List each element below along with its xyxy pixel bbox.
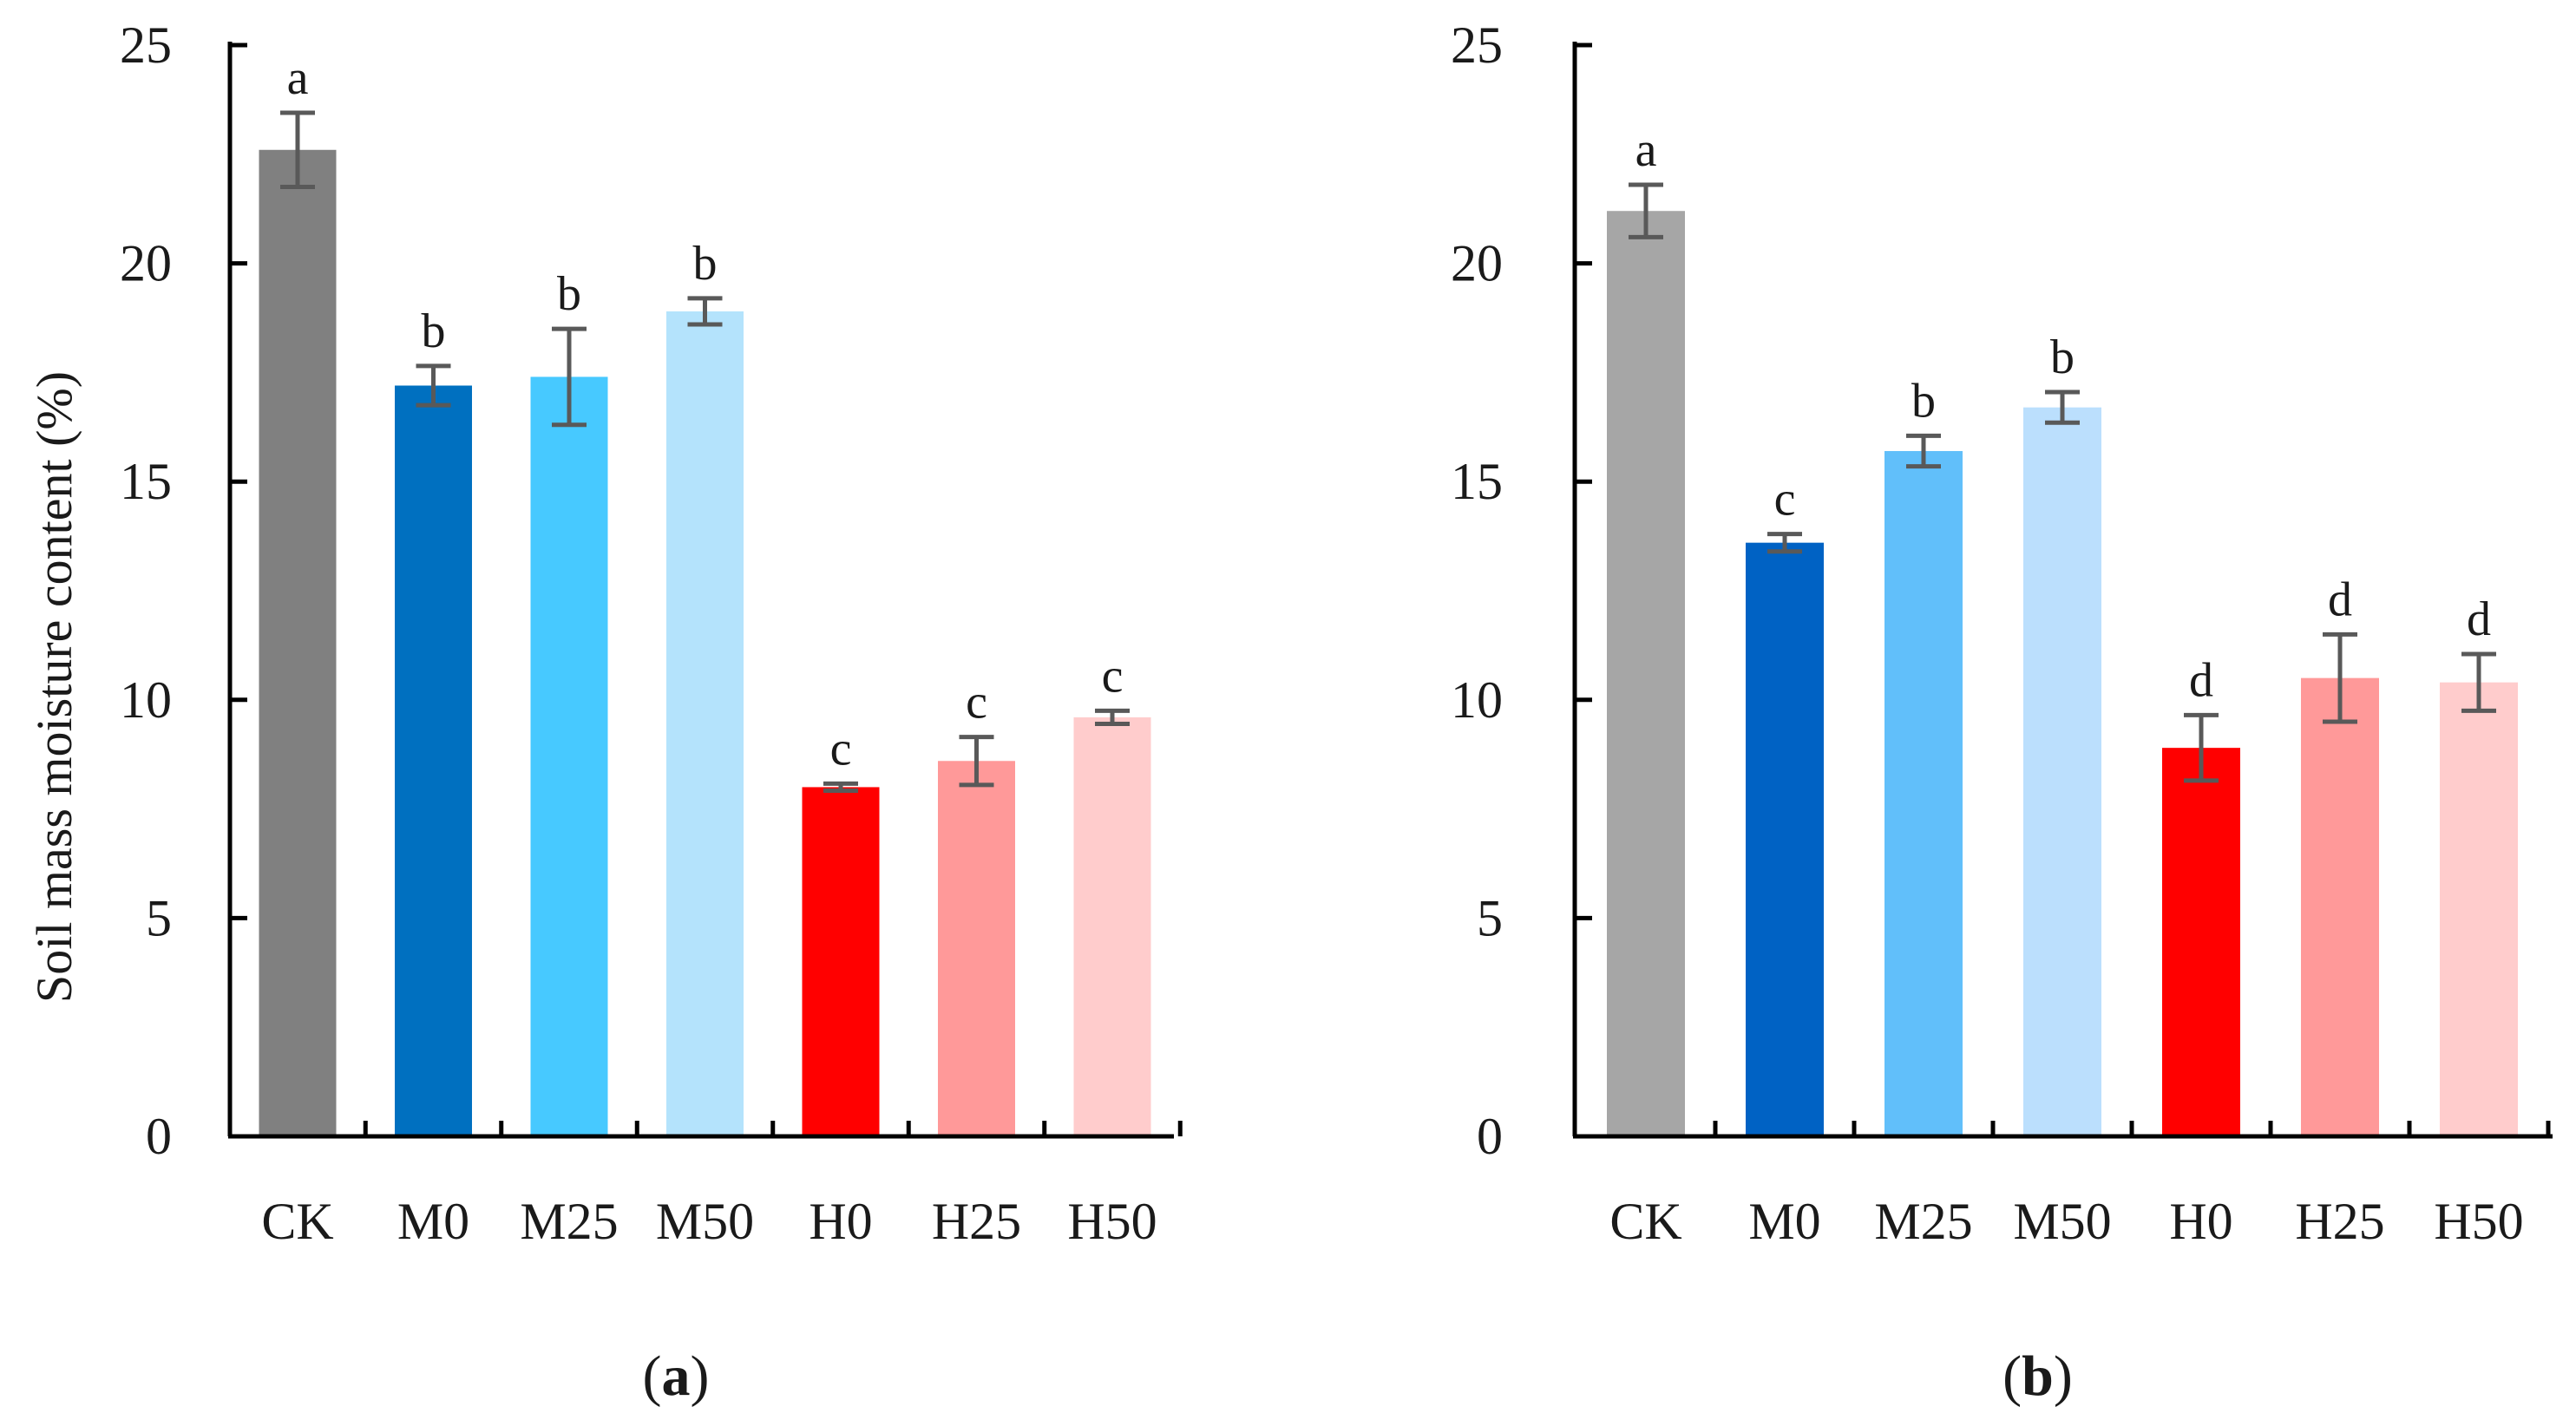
- x-tick-label: H0: [2169, 1193, 2232, 1250]
- panel-label: (b): [2002, 1345, 2073, 1408]
- chart-panel-a: 0 5 10 15 20 25 a CK b M0 b M25 b M50 c H0 c H25 c H50 (a): [120, 16, 1183, 1408]
- y-tick-label: 5: [146, 889, 172, 946]
- bar-CK: [1607, 211, 1685, 1136]
- significance-letter: c: [830, 722, 852, 775]
- x-tick-label: H50: [1067, 1193, 1157, 1250]
- bar-H25: [2301, 677, 2379, 1136]
- x-tick-label: M25: [1874, 1193, 1972, 1250]
- y-tick-label: 10: [120, 671, 172, 729]
- y-tick-label: 10: [1451, 671, 1503, 729]
- x-tick-label: H25: [932, 1193, 1021, 1250]
- bar-M25: [530, 376, 608, 1136]
- y-tick-label: 15: [1451, 453, 1503, 510]
- bar-M50: [666, 311, 744, 1136]
- significance-letter: d: [2328, 573, 2352, 626]
- significance-letter: b: [1911, 374, 1936, 428]
- x-tick-label: H0: [809, 1193, 872, 1250]
- bar-M0: [1746, 542, 1824, 1136]
- y-tick-label: 25: [1451, 16, 1503, 74]
- significance-letter: b: [693, 237, 718, 291]
- y-tick-label: 5: [1477, 889, 1503, 946]
- y-tick-label: 0: [146, 1108, 172, 1165]
- bar-M50: [2023, 407, 2101, 1136]
- bar-H25: [938, 761, 1015, 1136]
- significance-letter: c: [1774, 473, 1796, 527]
- x-tick-label: H25: [2295, 1193, 2384, 1250]
- bar-M0: [395, 385, 472, 1137]
- y-tick-label: 0: [1477, 1108, 1503, 1165]
- bar-H0: [2162, 748, 2240, 1136]
- significance-letter: b: [557, 267, 581, 321]
- significance-letter: a: [1635, 123, 1657, 177]
- y-tick-label: 20: [1451, 235, 1503, 292]
- x-tick-label: M50: [656, 1193, 754, 1250]
- x-tick-label: CK: [261, 1193, 333, 1250]
- y-axis-title: Soil mass moisture content (%): [26, 371, 82, 1003]
- y-tick-label: 25: [120, 16, 172, 74]
- bar-CK: [259, 149, 337, 1136]
- significance-letter: d: [2467, 592, 2491, 646]
- x-tick-label: H50: [2434, 1193, 2523, 1250]
- bar-H50: [1073, 717, 1151, 1136]
- y-tick-label: 20: [120, 235, 172, 292]
- significance-letter: b: [422, 304, 446, 358]
- significance-letter: c: [1102, 649, 1124, 703]
- x-tick-label: M25: [520, 1193, 618, 1250]
- y-tick-label: 15: [120, 453, 172, 510]
- x-tick-label: M0: [1748, 1193, 1820, 1250]
- x-tick-label: CK: [1609, 1193, 1681, 1250]
- bar-M25: [1884, 450, 1963, 1136]
- bar-H0: [802, 787, 880, 1136]
- significance-letter: b: [2050, 330, 2075, 384]
- significance-letter: d: [2189, 653, 2213, 707]
- significance-letter: a: [287, 51, 309, 105]
- panel-label: (a): [643, 1345, 710, 1408]
- x-tick-label: M50: [2013, 1193, 2111, 1250]
- chart-panel-b: 0 5 10 15 20 25 a CK c M0 b M25 b M50 d H0 d H25 d H50 (b): [1451, 16, 2553, 1408]
- x-tick-label: M0: [397, 1193, 469, 1250]
- bar-H50: [2440, 682, 2518, 1136]
- significance-letter: c: [966, 676, 987, 730]
